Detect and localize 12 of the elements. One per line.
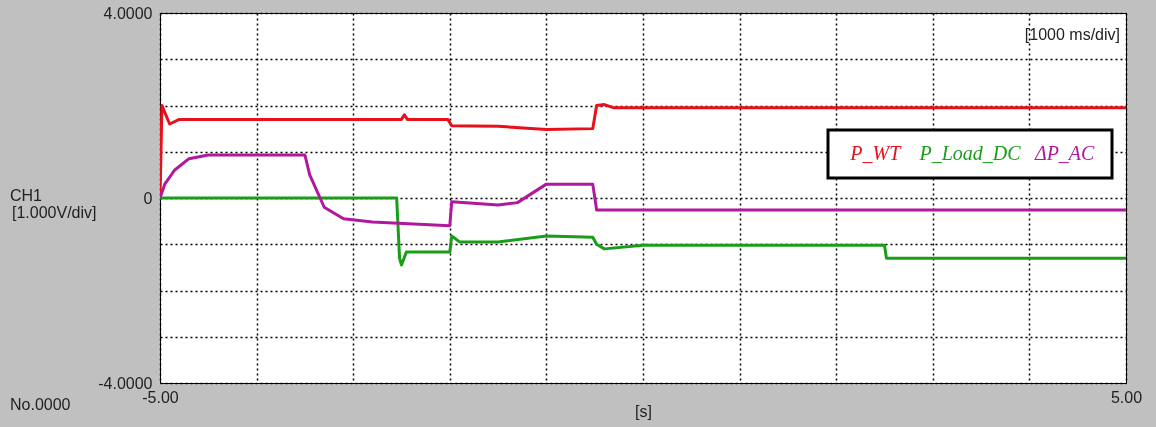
annotation: [1000 ms/div]: [1024, 26, 1120, 43]
y-tick-label: 4.0000: [103, 4, 153, 22]
series-label: P_WT: [849, 142, 903, 164]
line-series: [160, 196, 1126, 267]
text: CH1: [10, 187, 43, 204]
y-tick-label: 0: [143, 189, 153, 207]
text: P_Load_DC: [918, 142, 1022, 164]
text: No.0000: [10, 396, 71, 413]
x-axis-title: [s]: [635, 402, 652, 420]
text: [1.000V/div]: [12, 204, 97, 221]
text: ΔP_AC: [1033, 142, 1096, 164]
x-tick-label: 5.00: [1110, 388, 1143, 406]
